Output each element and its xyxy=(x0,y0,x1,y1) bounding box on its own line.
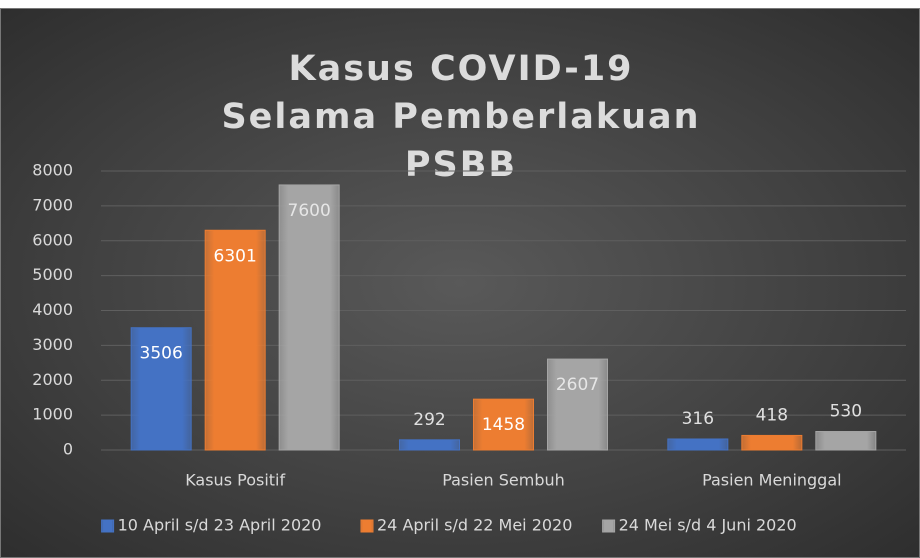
value-label: 530 xyxy=(830,402,862,422)
chart: Kasus COVID-19 Selama Pemberlakuan PSBB … xyxy=(0,8,920,558)
legend-label: 24 Mei s/d 4 Juni 2020 xyxy=(619,516,797,535)
y-tick-label: 3000 xyxy=(32,335,73,354)
y-tick-label: 1000 xyxy=(32,405,73,424)
legend-marker xyxy=(360,519,374,533)
x-tick-label: Kasus Positif xyxy=(185,471,285,490)
bar xyxy=(204,229,266,451)
legend-label: 10 April s/d 23 April 2020 xyxy=(118,516,322,535)
legend-label: 24 April s/d 22 Mei 2020 xyxy=(377,516,572,535)
bar xyxy=(399,439,460,451)
y-tick-label: 6000 xyxy=(32,230,73,249)
y-tick-label: 5000 xyxy=(32,265,73,284)
y-tick-label: 2000 xyxy=(32,370,73,389)
x-tick-label: Pasien Sembuh xyxy=(442,471,565,490)
value-label: 7600 xyxy=(288,201,331,221)
bar xyxy=(278,184,340,451)
value-label: 3506 xyxy=(140,344,183,364)
bar xyxy=(130,327,192,451)
value-label: 292 xyxy=(413,410,445,430)
value-label: 418 xyxy=(756,405,788,425)
bar xyxy=(815,431,877,451)
chart-title: Kasus COVID-19 Selama Pemberlakuan PSBB xyxy=(221,49,701,185)
legend-marker xyxy=(101,519,115,533)
plot: 0 1000 2000 3000 4000 5000 6000 7000 8000 Kasus P… xyxy=(32,161,906,535)
x-tick-label: Pasien Meninggal xyxy=(702,471,842,490)
bar xyxy=(473,398,534,451)
y-tick-label: 7000 xyxy=(32,195,73,214)
value-label: 6301 xyxy=(214,246,257,266)
bar xyxy=(547,358,608,451)
y-tick-label: 8000 xyxy=(32,161,73,180)
value-label: 1458 xyxy=(482,415,525,435)
bar xyxy=(741,434,803,451)
y-tick-label: 0 xyxy=(63,440,73,459)
y-tick-label: 4000 xyxy=(32,300,73,319)
legend-marker xyxy=(602,519,616,533)
value-label: 2607 xyxy=(556,375,599,395)
bar xyxy=(667,438,729,451)
value-label: 316 xyxy=(682,409,714,429)
